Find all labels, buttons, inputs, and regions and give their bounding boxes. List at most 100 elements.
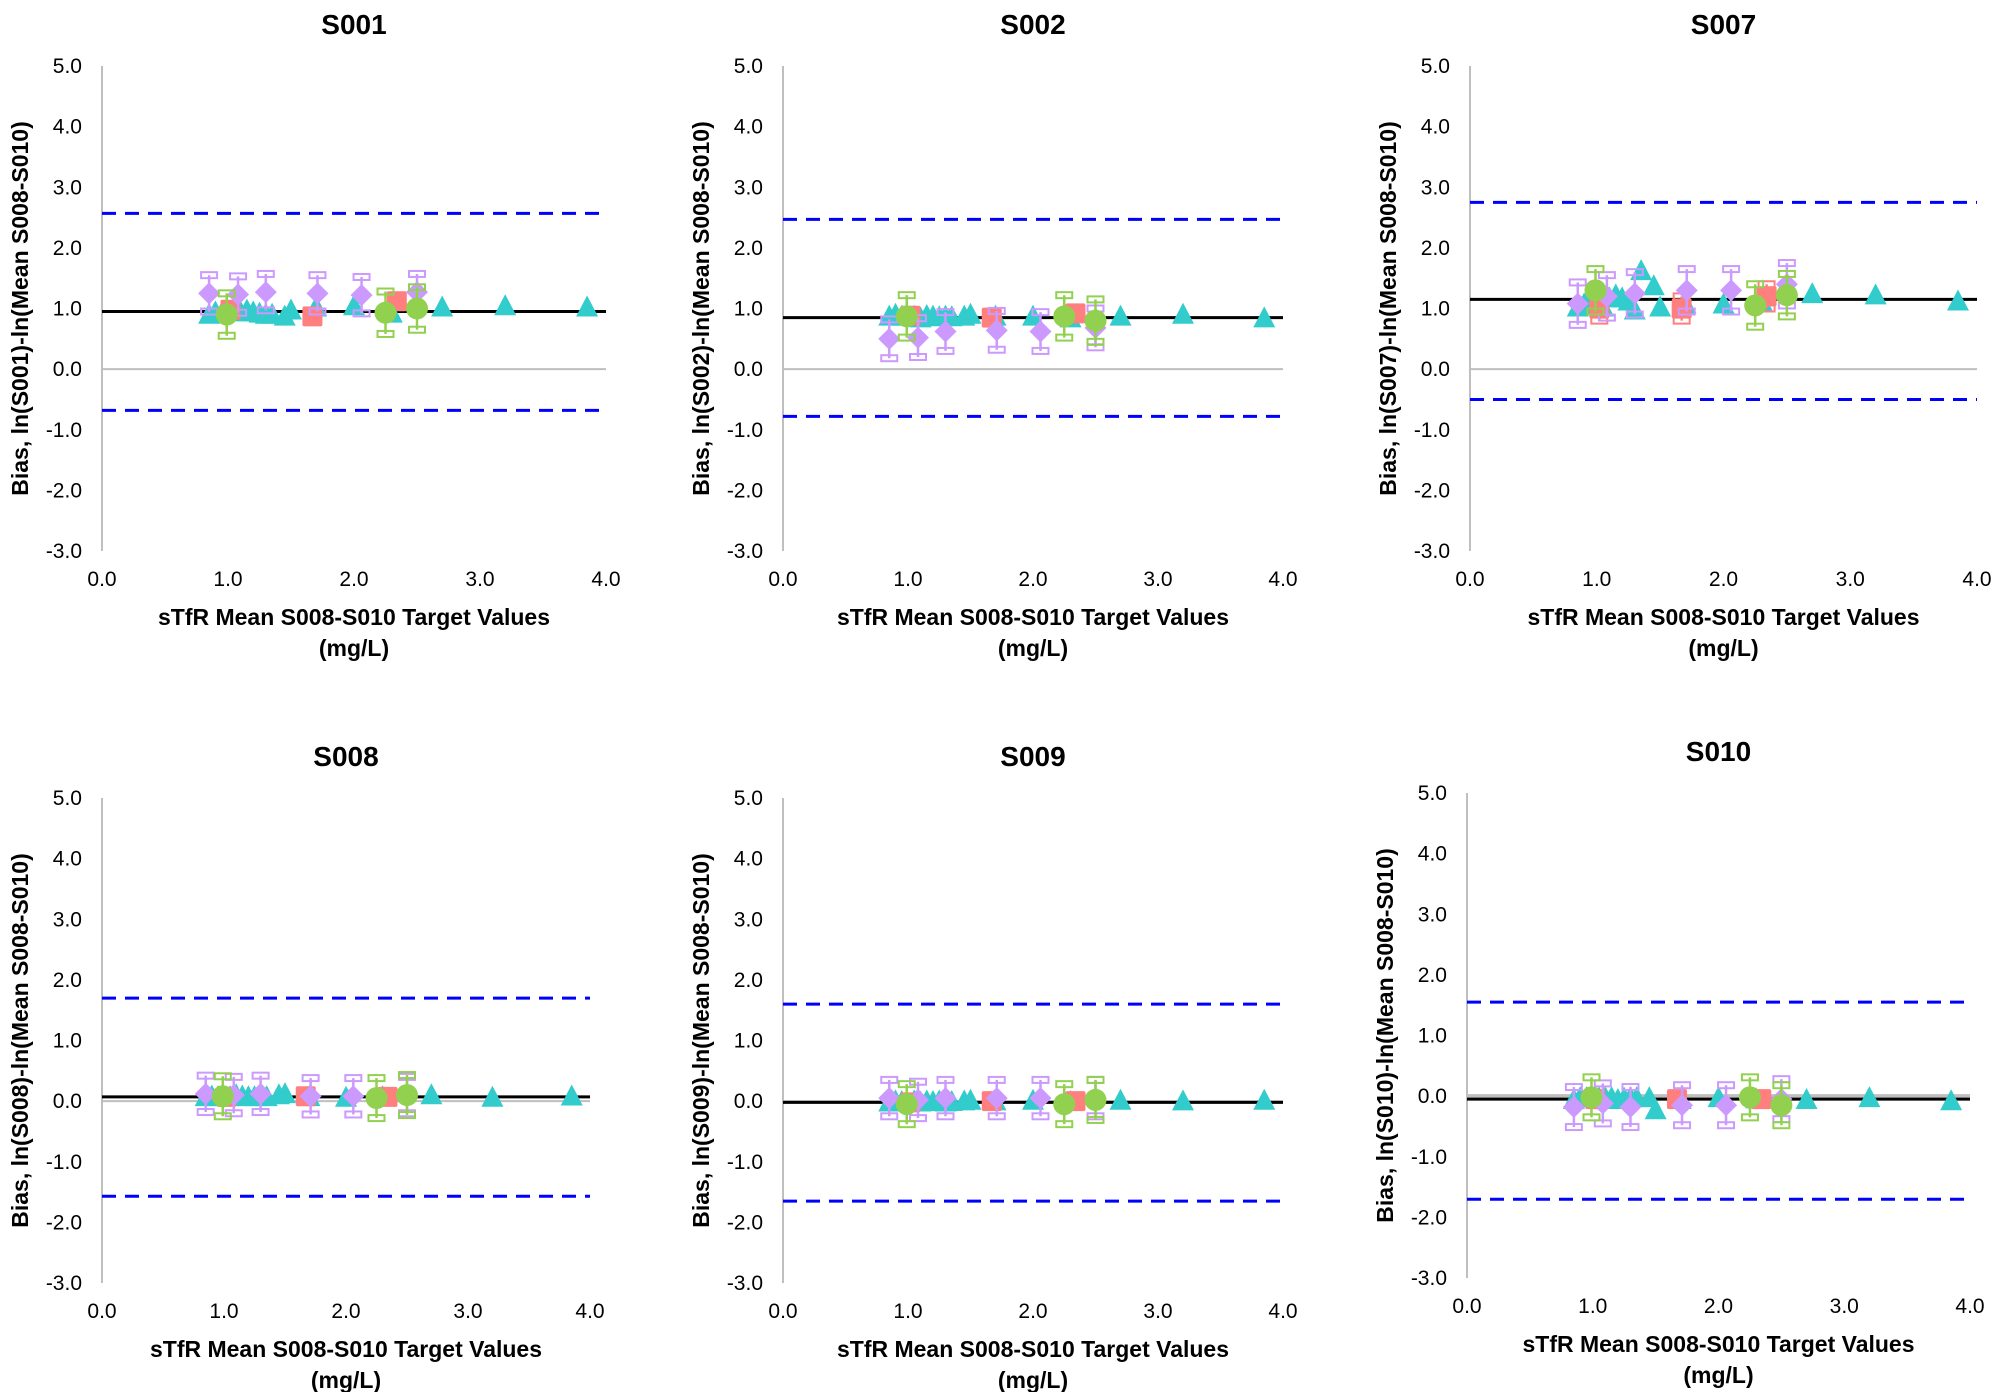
circle-point bbox=[211, 1085, 234, 1108]
diamond-error-cap bbox=[936, 1075, 955, 1084]
x-tick-label: 0.0 bbox=[1455, 568, 1484, 591]
triangle-point bbox=[481, 1085, 504, 1107]
diamond-point bbox=[934, 1087, 957, 1110]
x-tick-label: 1.0 bbox=[893, 568, 922, 591]
diamond-point bbox=[1671, 1094, 1694, 1117]
circle-error-cap bbox=[1055, 1080, 1074, 1089]
diamond-error-cap bbox=[251, 1108, 270, 1117]
triangle-point bbox=[420, 1083, 443, 1105]
circle-error-cap bbox=[1777, 269, 1796, 278]
y-tick-label: -2.0 bbox=[1411, 1206, 1447, 1229]
diamond-error-cap bbox=[1673, 1121, 1692, 1130]
diamond-error-cap bbox=[229, 272, 248, 281]
chart-panel-s001: S001 -3.0 -2.0 -1.0 0.0 1.0 2.0 3.0 4.0 5.0 0.0 1.0… bbox=[7, 9, 621, 661]
diamond-point bbox=[1566, 292, 1589, 315]
y-tick-label: -3.0 bbox=[727, 540, 763, 563]
x-tick-label: 2.0 bbox=[1709, 568, 1738, 591]
x-tick-label: 1.0 bbox=[213, 568, 242, 591]
y-tick-label: 3.0 bbox=[53, 908, 82, 931]
x-axis-label: (mg/L) bbox=[998, 635, 1068, 661]
y-tick-label: 5.0 bbox=[1421, 55, 1450, 78]
circle-error-cap bbox=[217, 289, 236, 298]
circle-point bbox=[365, 1087, 388, 1110]
y-tick-label: 4.0 bbox=[53, 848, 82, 871]
diamond-error-cap bbox=[308, 307, 327, 316]
diamond-error-cap bbox=[408, 269, 426, 278]
y-tick-label: 1.0 bbox=[734, 298, 763, 321]
circle-error-cap bbox=[367, 1114, 386, 1123]
diamond-point bbox=[878, 327, 901, 350]
y-tick-label: -1.0 bbox=[1411, 1146, 1447, 1169]
chart-title: S008 bbox=[313, 741, 378, 772]
x-tick-label: 4.0 bbox=[591, 568, 620, 591]
y-tick-label: 4.0 bbox=[734, 116, 763, 139]
diamond-error-cap bbox=[1722, 265, 1741, 274]
triangle-point bbox=[1172, 1089, 1194, 1111]
x-tick-label: 2.0 bbox=[1704, 1295, 1733, 1318]
triangle-point bbox=[1946, 289, 1969, 311]
x-tick-label: 3.0 bbox=[1836, 568, 1865, 591]
diamond-error-cap bbox=[987, 1112, 1006, 1121]
circle-error-cap bbox=[1055, 291, 1074, 300]
circle-point bbox=[1775, 284, 1798, 307]
circle-error-cap bbox=[1582, 1073, 1601, 1082]
circle-point bbox=[895, 305, 918, 328]
y-tick-label: 4.0 bbox=[53, 116, 82, 139]
circle-error-cap bbox=[1086, 1115, 1105, 1124]
diamond-point bbox=[198, 282, 221, 305]
diamond-error-cap bbox=[1031, 1112, 1050, 1121]
diamond-error-cap bbox=[1625, 268, 1644, 277]
circle-error-cap bbox=[1740, 1073, 1759, 1082]
x-axis-label: (mg/L) bbox=[1688, 635, 1758, 661]
x-axis-label: (mg/L) bbox=[319, 635, 389, 661]
y-tick-label: 2.0 bbox=[53, 237, 82, 260]
diamond-error-cap bbox=[1621, 1083, 1640, 1092]
diamond-point bbox=[1720, 279, 1743, 302]
chart-panel-s009: S009 -3.0 -2.0 -1.0 0.0 1.0 2.0 3.0 4.0 5.0 0.0 1.0… bbox=[688, 741, 1298, 1392]
diamond-error-cap bbox=[1593, 1079, 1612, 1088]
x-tick-label: 1.0 bbox=[209, 1300, 238, 1323]
diamond-error-cap bbox=[1673, 1081, 1692, 1090]
diamond-error-cap bbox=[987, 306, 1006, 315]
diamond-error-cap bbox=[256, 306, 275, 315]
x-axis-label: sTfR Mean S008-S010 Target Values bbox=[837, 604, 1229, 630]
triangle-point bbox=[494, 294, 517, 316]
circle-error-cap bbox=[376, 287, 395, 296]
x-tick-label: 1.0 bbox=[1582, 568, 1611, 591]
circle-point bbox=[895, 1093, 918, 1116]
diamond-error-cap bbox=[1031, 1075, 1050, 1084]
x-tick-label: 1.0 bbox=[1578, 1295, 1607, 1318]
x-axis-label: (mg/L) bbox=[998, 1367, 1068, 1392]
y-tick-label: 0.0 bbox=[53, 1090, 82, 1113]
diamond-error-cap bbox=[1564, 1123, 1583, 1132]
y-axis-label: Bias, ln(S008)-ln(Mean S008-S010) bbox=[7, 853, 33, 1228]
y-tick-label: -3.0 bbox=[46, 540, 82, 563]
circle-point bbox=[1744, 294, 1767, 317]
circle-error-cap bbox=[1772, 1121, 1791, 1130]
circle-error-cap bbox=[1086, 1075, 1105, 1084]
circle-error-cap bbox=[398, 1071, 416, 1080]
triangle-point bbox=[274, 1082, 296, 1104]
x-tick-label: 1.0 bbox=[893, 1300, 922, 1323]
diamond-error-cap bbox=[880, 1075, 899, 1084]
circle-error-cap bbox=[1586, 265, 1605, 274]
diamond-point bbox=[194, 1082, 217, 1105]
triangle-point bbox=[1109, 1088, 1132, 1110]
x-axis-label: sTfR Mean S008-S010 Target Values bbox=[837, 1336, 1229, 1362]
diamond-error-cap bbox=[1564, 1083, 1583, 1092]
diamond-point bbox=[299, 1085, 322, 1108]
diamond-error-cap bbox=[1677, 307, 1696, 316]
diamond-error-cap bbox=[909, 353, 927, 361]
diamond-error-cap bbox=[936, 346, 955, 355]
diamond-error-cap bbox=[1777, 259, 1796, 268]
circle-error-cap bbox=[1586, 307, 1605, 316]
diamond-point bbox=[1562, 1096, 1585, 1119]
diamond-error-cap bbox=[1568, 320, 1587, 329]
x-tick-label: 0.0 bbox=[1452, 1295, 1481, 1318]
circle-error-cap bbox=[1740, 1113, 1759, 1122]
circle-error-cap bbox=[213, 1072, 232, 1081]
diamond-error-cap bbox=[936, 1112, 955, 1121]
diamond-error-cap bbox=[1597, 313, 1616, 322]
circle-point bbox=[1770, 1094, 1793, 1117]
triangle-point bbox=[1644, 1098, 1667, 1120]
